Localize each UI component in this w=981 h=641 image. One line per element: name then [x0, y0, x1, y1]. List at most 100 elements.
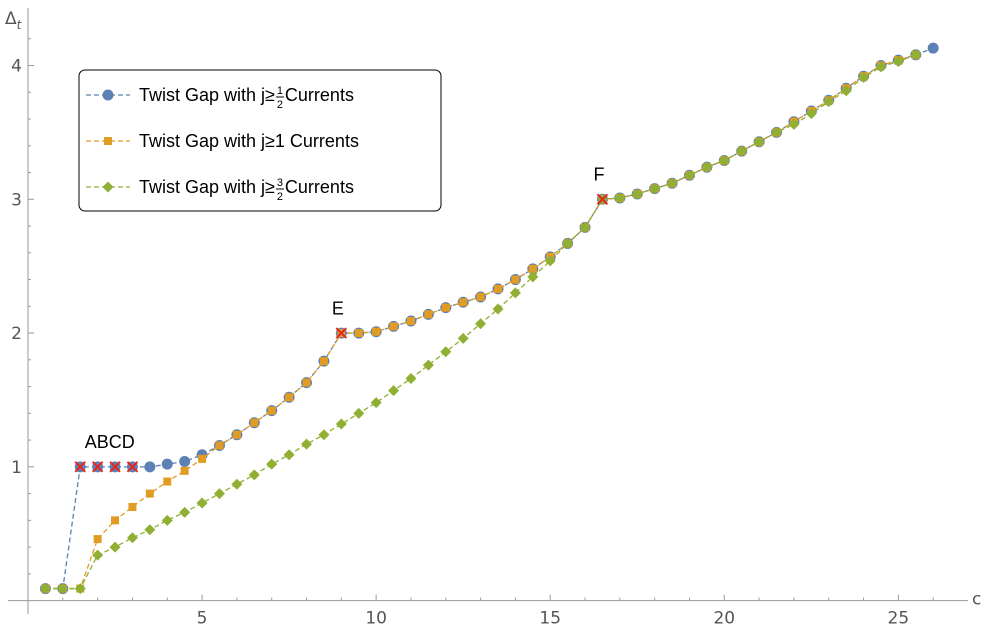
data-point	[406, 317, 415, 326]
legend-fraction-denominator: 2	[277, 99, 283, 111]
x-mark	[596, 193, 609, 205]
legend-box	[78, 69, 442, 212]
legend-label-suffix: Currents	[285, 177, 354, 197]
data-point	[666, 177, 678, 189]
data-point	[858, 72, 870, 84]
data-point	[196, 497, 208, 509]
legend-marker	[102, 89, 114, 101]
data-point	[213, 488, 225, 500]
y-ticks: 1 2 3 4	[11, 38, 34, 575]
data-point	[144, 524, 156, 536]
data-point	[74, 583, 86, 595]
data-point	[422, 359, 434, 371]
data-point	[266, 458, 278, 470]
data-point	[527, 271, 539, 283]
legend-marker	[104, 137, 112, 145]
data-point	[318, 429, 330, 441]
y-tick-label: 4	[11, 57, 22, 77]
data-point	[302, 378, 311, 387]
data-point	[128, 502, 137, 511]
data-point	[354, 329, 363, 338]
x-tick-label: 15	[539, 609, 561, 629]
data-point	[144, 461, 156, 473]
data-point	[198, 454, 207, 463]
data-point	[285, 393, 294, 402]
data-point	[788, 118, 800, 130]
data-point	[319, 357, 328, 366]
data-point	[511, 275, 520, 284]
data-point	[389, 322, 398, 331]
data-point	[579, 221, 591, 233]
y-tick-label: 2	[11, 324, 22, 344]
data-point	[771, 126, 783, 138]
data-point	[544, 255, 556, 267]
legend-label: Twist Gap with j≥	[139, 177, 275, 197]
x-tick-label: 20	[713, 609, 735, 629]
data-point	[649, 183, 661, 195]
series-3	[39, 49, 922, 595]
data-point	[683, 169, 695, 181]
legend-marker	[102, 181, 114, 193]
axes: 5 10 15 20 25 1 2 3 4 c Δt	[5, 8, 981, 629]
data-point	[509, 287, 521, 299]
y-tick-label: 1	[11, 458, 22, 478]
y-tick-label: 3	[11, 190, 22, 210]
data-point	[614, 192, 626, 204]
data-point	[93, 535, 102, 544]
data-point	[372, 327, 381, 336]
data-point	[161, 458, 173, 470]
data-point	[283, 449, 295, 461]
x-ticks: 5 10 15 20 25	[62, 594, 934, 629]
data-point	[805, 108, 817, 120]
series-layer	[39, 42, 939, 595]
legend-fraction-denominator: 2	[277, 191, 283, 203]
data-point	[701, 161, 713, 173]
data-point	[405, 373, 417, 385]
data-point	[231, 478, 243, 490]
x-tick-label: 5	[197, 609, 208, 629]
data-point	[562, 237, 574, 249]
x-tick-label: 25	[888, 609, 910, 629]
data-point	[301, 438, 313, 450]
marked-points	[74, 193, 609, 473]
legend-entry-1: Twist Gap with j≥ 1 2 Currents	[86, 85, 354, 111]
data-point	[840, 85, 852, 97]
annotations: ABCD E F	[85, 165, 605, 453]
data-point	[111, 516, 120, 525]
data-point	[267, 406, 276, 415]
legend-fraction-numerator: 1	[277, 85, 283, 97]
data-point	[250, 418, 259, 427]
data-point	[736, 145, 748, 157]
data-point	[388, 385, 400, 397]
x-mark	[91, 461, 104, 473]
data-point	[179, 455, 191, 467]
data-point	[109, 541, 121, 553]
x-mark	[109, 461, 121, 473]
legend-entry-2: Twist Gap with j≥1 Currents	[86, 131, 359, 151]
x-axis-label: c	[972, 590, 981, 610]
data-point	[528, 264, 537, 273]
data-point	[163, 477, 172, 486]
data-point	[424, 310, 433, 319]
data-point	[335, 418, 347, 430]
data-point	[215, 441, 224, 450]
data-point	[718, 154, 730, 166]
data-point	[370, 397, 382, 409]
legend-label: Twist Gap with j≥	[139, 85, 275, 105]
legend-entry-3: Twist Gap with j≥ 3 2 Currents	[86, 177, 354, 203]
data-point	[161, 514, 173, 526]
data-point	[753, 136, 765, 148]
x-mark	[126, 461, 139, 473]
data-point	[631, 188, 643, 200]
data-point	[353, 407, 365, 419]
data-point	[459, 298, 468, 307]
data-point	[823, 96, 835, 108]
data-point	[248, 469, 260, 481]
annotation-label: ABCD	[85, 432, 135, 452]
data-point	[457, 332, 469, 344]
data-point	[927, 42, 939, 54]
annotation-label: E	[332, 298, 344, 318]
y-axis-label: Δt	[5, 9, 23, 32]
